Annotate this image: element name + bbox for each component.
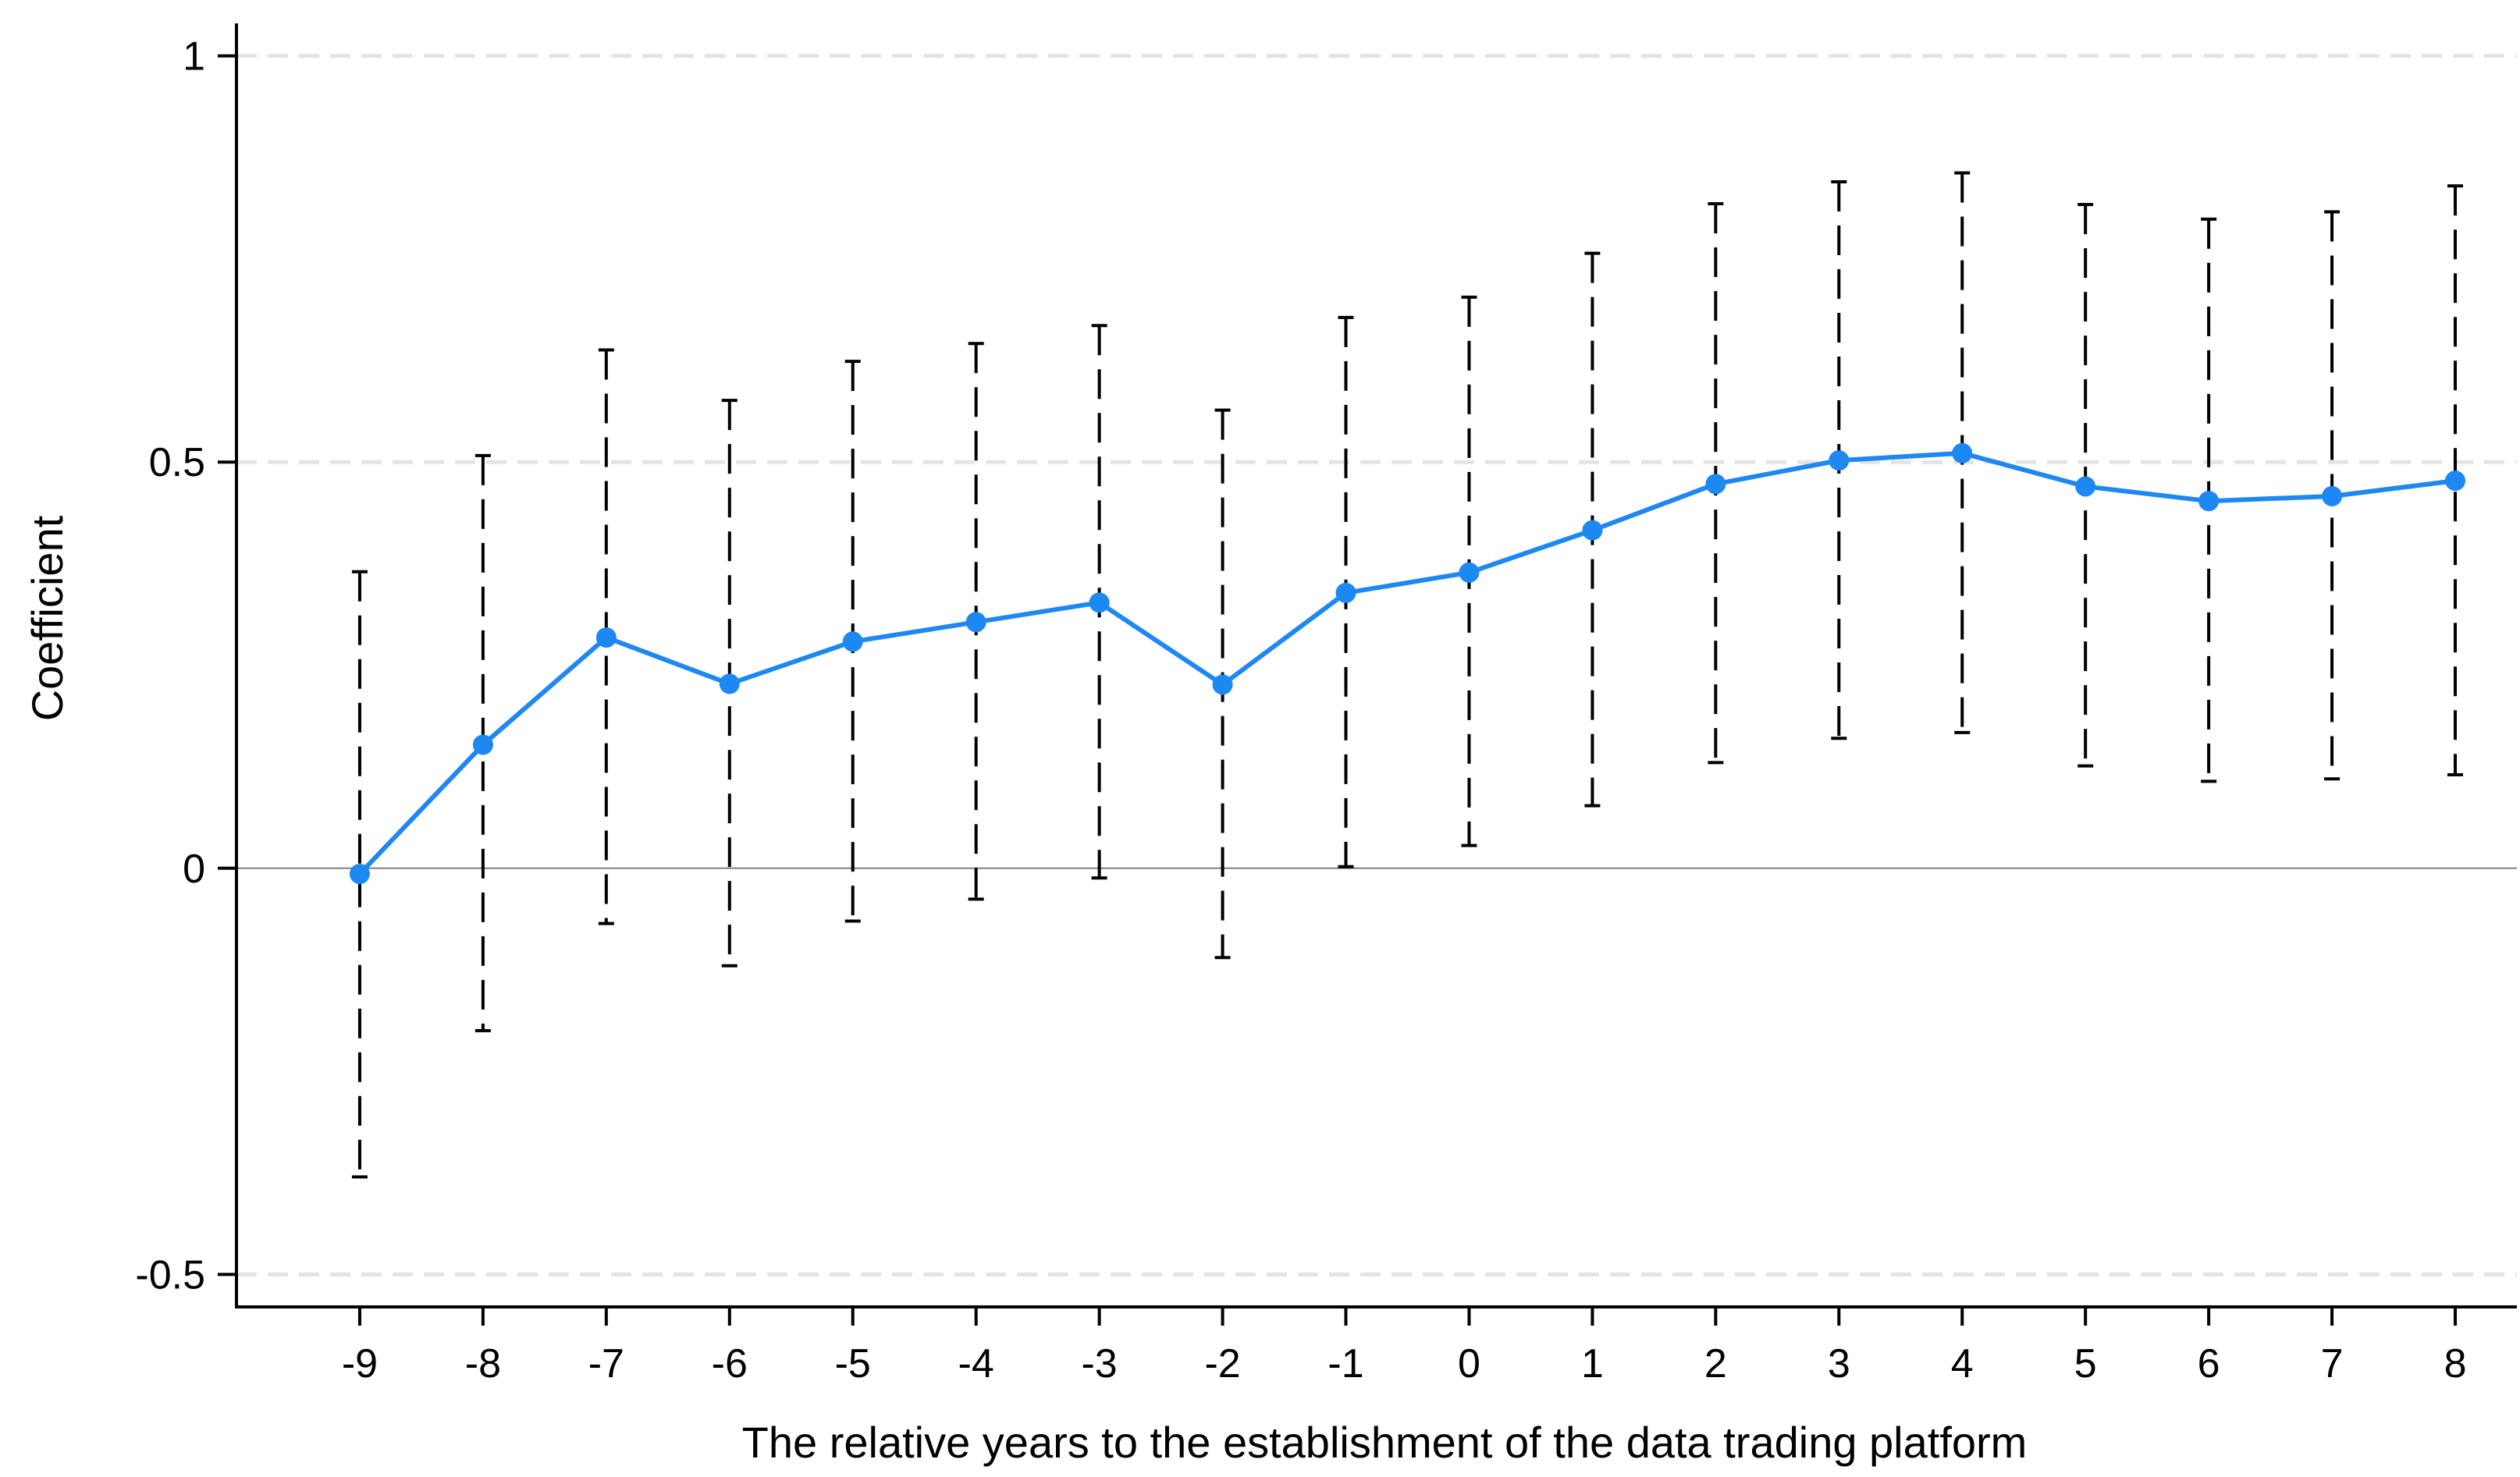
data-point — [1705, 474, 1726, 495]
x-tick-label: 5 — [2074, 1341, 2097, 1386]
data-point — [2198, 491, 2220, 512]
data-point — [842, 631, 863, 652]
x-tick-label: -6 — [712, 1341, 748, 1386]
data-point — [595, 627, 617, 648]
x-tick-label: -1 — [1328, 1341, 1363, 1386]
x-tick-label: -4 — [958, 1341, 994, 1386]
data-point — [1335, 582, 1356, 603]
x-tick-label: -2 — [1204, 1341, 1240, 1386]
data-point — [2322, 485, 2343, 506]
data-point — [1829, 450, 1850, 471]
x-tick-label: -5 — [835, 1341, 871, 1386]
y-tick-label: 0 — [183, 847, 205, 892]
data-point — [1459, 562, 1480, 583]
y-axis-title: Coefficient — [23, 515, 72, 721]
data-point — [965, 612, 986, 633]
series-line — [357, 450, 2456, 876]
y-tick-label: 0.5 — [149, 440, 205, 485]
confidence-intervals — [351, 171, 2464, 1179]
x-tick-label: 3 — [1828, 1341, 1850, 1386]
x-axis-ticks: -9 -8 -7 -6 -5 -4 -3 -2 -1 0 1 2 3 4 5 6 7 8 — [342, 1307, 2467, 1386]
x-tick-label: 8 — [2444, 1341, 2467, 1386]
data-point — [719, 673, 740, 694]
data-point — [2075, 476, 2096, 497]
coefficient-series — [349, 442, 2466, 885]
gridlines — [236, 54, 2517, 1276]
x-tick-label: 1 — [1581, 1341, 1604, 1386]
data-point — [1212, 674, 1233, 695]
x-tick-label: 0 — [1458, 1341, 1480, 1386]
data-point — [349, 864, 370, 885]
x-tick-label: -8 — [465, 1341, 501, 1386]
y-axis-ticks: 1 0.5 0 -0.5 — [135, 34, 236, 1298]
x-tick-label: 7 — [2321, 1341, 2344, 1386]
y-tick-label: -0.5 — [135, 1252, 205, 1298]
data-point — [1089, 592, 1110, 613]
axes — [235, 23, 2517, 1308]
data-point — [472, 734, 493, 755]
data-point — [1952, 442, 1973, 463]
x-tick-label: 6 — [2198, 1341, 2220, 1386]
x-tick-label: -9 — [342, 1341, 378, 1386]
x-tick-label: 4 — [1951, 1341, 1974, 1386]
x-axis-title: The relative years to the establishment … — [742, 1418, 2028, 1467]
x-tick-label: 2 — [1704, 1341, 1727, 1386]
data-point — [1582, 520, 1603, 541]
x-tick-label: -7 — [588, 1341, 624, 1386]
y-tick-label: 1 — [183, 34, 205, 80]
data-point — [2445, 470, 2466, 492]
x-tick-label: -3 — [1081, 1341, 1117, 1386]
